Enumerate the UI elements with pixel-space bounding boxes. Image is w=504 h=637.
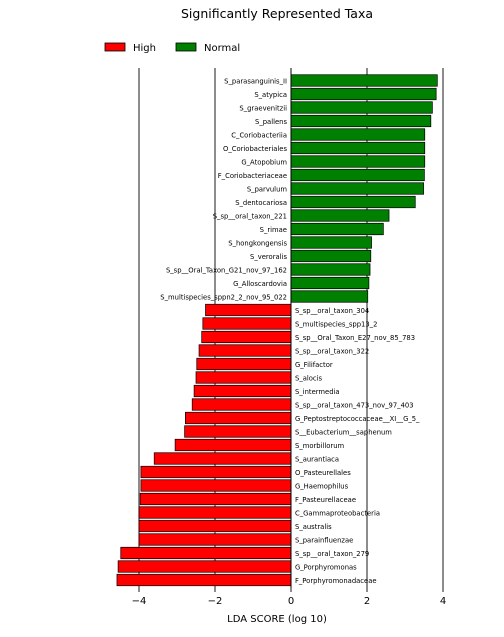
category-label: G_Peptostreptococcaceae__XI__G_5_ <box>295 415 420 423</box>
category-label: S_rimae <box>260 226 287 234</box>
bar-C_Gammaproteobacteria <box>138 506 292 519</box>
category-label: S_intermedia <box>295 388 340 396</box>
bar-S_morbillorum <box>174 438 292 452</box>
category-label: S_alocis <box>295 374 323 382</box>
bar-S_sp__oral_taxon_473_nov_97_403 <box>191 398 292 411</box>
legend-swatch-normal <box>175 42 197 52</box>
bar-S_pallens <box>290 114 432 128</box>
bar-F_Pasteurellaceae <box>139 492 292 506</box>
category-label: F_Pasteurellaceae <box>295 496 356 504</box>
legend-label-high: High <box>133 43 156 54</box>
bar-S_aurantiaca <box>153 452 292 465</box>
bar-S_sp__Oral_Taxon_G21_nov_97_162 <box>290 263 371 276</box>
bar-S_graevenitzii <box>290 101 433 114</box>
x-tick-label: −4 <box>132 596 147 607</box>
x-tick-label: −2 <box>208 596 223 607</box>
bar-O_Pasteurellales <box>140 465 292 479</box>
bar-S_multispecies_sppn2_2_nov_95_022 <box>290 290 369 303</box>
bar-S_multispecies_spp13_2 <box>202 317 292 330</box>
bar-S_dentocariosa <box>290 195 416 209</box>
category-label: S_parasanguinis_II <box>224 77 287 85</box>
bar-S_hongkongensis <box>290 236 372 249</box>
x-tick-label: 4 <box>440 596 446 607</box>
category-label: G_Alloscardovia <box>233 280 287 288</box>
bar-S_parainfluenzae <box>138 533 292 546</box>
bar-S_sp__Oral_Taxon_E27_nov_85_783 <box>201 330 292 344</box>
category-label: S_pallens <box>255 118 287 126</box>
bar-G_Atopobium <box>290 155 426 168</box>
bar-S_sp__oral_taxon_322 <box>198 344 292 357</box>
category-label: O_Coriobacteriales <box>223 145 287 153</box>
bar-F_Coriobacteriaceae <box>290 168 425 182</box>
x-axis-label: LDA SCORE (log 10) <box>227 614 327 625</box>
category-label: S_morbillorum <box>295 442 345 450</box>
category-label: C_Gammaproteobacteria <box>295 509 380 517</box>
x-tick-label: 2 <box>364 596 370 607</box>
bar-C_Coriobacteriia <box>290 128 426 141</box>
legend-label-normal: Normal <box>204 43 240 54</box>
category-label: S_multispecies_sppn2_2_nov_95_022 <box>160 293 287 301</box>
bar-O_Coriobacteriales <box>290 141 426 155</box>
category-label: S_parvulum <box>247 185 288 193</box>
bar-S_intermedia <box>193 384 292 398</box>
category-label: S_hongkongensis <box>228 239 287 247</box>
category-label: S_multispecies_spp13_2 <box>295 320 377 328</box>
category-label: S_australis <box>295 523 332 531</box>
category-label: G_Haemophilus <box>295 482 349 490</box>
bar-S_rimae <box>290 222 384 236</box>
legend: High Normal <box>104 42 240 54</box>
bar-S_alocis <box>195 371 292 384</box>
category-label: S_dentocariosa <box>235 199 287 207</box>
bar-S__Eubacterium__saphenum <box>184 425 292 438</box>
bar-S_sp__oral_taxon_221 <box>290 209 390 222</box>
category-label: S_aurantiaca <box>295 455 339 463</box>
category-label: O_Pasteurellales <box>295 469 351 477</box>
category-label: S__Eubacterium__saphenum <box>295 428 392 436</box>
category-label: S_sp__Oral_Taxon_E27_nov_85_783 <box>295 334 415 342</box>
bar-G_Haemophilus <box>140 479 292 492</box>
bar-S_veroralis <box>290 249 372 263</box>
bar-G_Peptostreptococcaceae__XI__G_5_ <box>185 411 292 425</box>
bar-G_Alloscardovia <box>290 276 370 290</box>
category-label: F_Coriobacteriaceae <box>218 172 287 180</box>
bar-S_atypica <box>290 87 437 101</box>
category-label: G_Filifactor <box>295 361 333 369</box>
category-label: G_Atopobium <box>241 158 287 166</box>
chart-title: Significantly Represented Taxa <box>181 6 373 21</box>
category-label: S_atypica <box>254 91 287 99</box>
category-label: S_sp__Oral_Taxon_G21_nov_97_162 <box>166 266 287 274</box>
category-label: S_sp__oral_taxon_322 <box>295 347 369 355</box>
bar-G_Filifactor <box>196 357 292 371</box>
category-label: S_graevenitzii <box>239 104 287 112</box>
category-label: S_sp__oral_taxon_221 <box>213 212 287 220</box>
category-label: S_sp__oral_taxon_304 <box>295 307 369 315</box>
category-labels: S_parasanguinis_II S_atypica S_graevenitzi… <box>160 77 420 585</box>
category-label: F_Porphyromonadaceae <box>295 577 377 585</box>
category-label: S_parainfluenzae <box>295 536 353 544</box>
category-label: S_sp__oral_taxon_473_nov_97_403 <box>295 401 414 409</box>
category-label: S_veroralis <box>250 253 287 261</box>
bar-S_sp__oral_taxon_304 <box>205 303 292 317</box>
legend-swatch-high <box>104 42 126 52</box>
bar-S_parasanguinis_II <box>290 74 438 87</box>
category-label: C_Coriobacteriia <box>231 131 287 139</box>
bar-G_Porphyromonas <box>117 560 292 573</box>
bar-S_parvulum <box>290 182 424 195</box>
bars <box>116 74 438 587</box>
category-label: G_Porphyromonas <box>295 563 357 571</box>
bar-F_Porphyromonadaceae <box>116 573 292 587</box>
x-axis: −4 −2 0 2 4 <box>132 68 446 607</box>
bar-S_australis <box>138 519 292 533</box>
category-label: S_sp__oral_taxon_279 <box>295 550 369 558</box>
bar-S_sp__oral_taxon_279 <box>120 546 292 560</box>
x-tick-label: 0 <box>288 596 294 607</box>
